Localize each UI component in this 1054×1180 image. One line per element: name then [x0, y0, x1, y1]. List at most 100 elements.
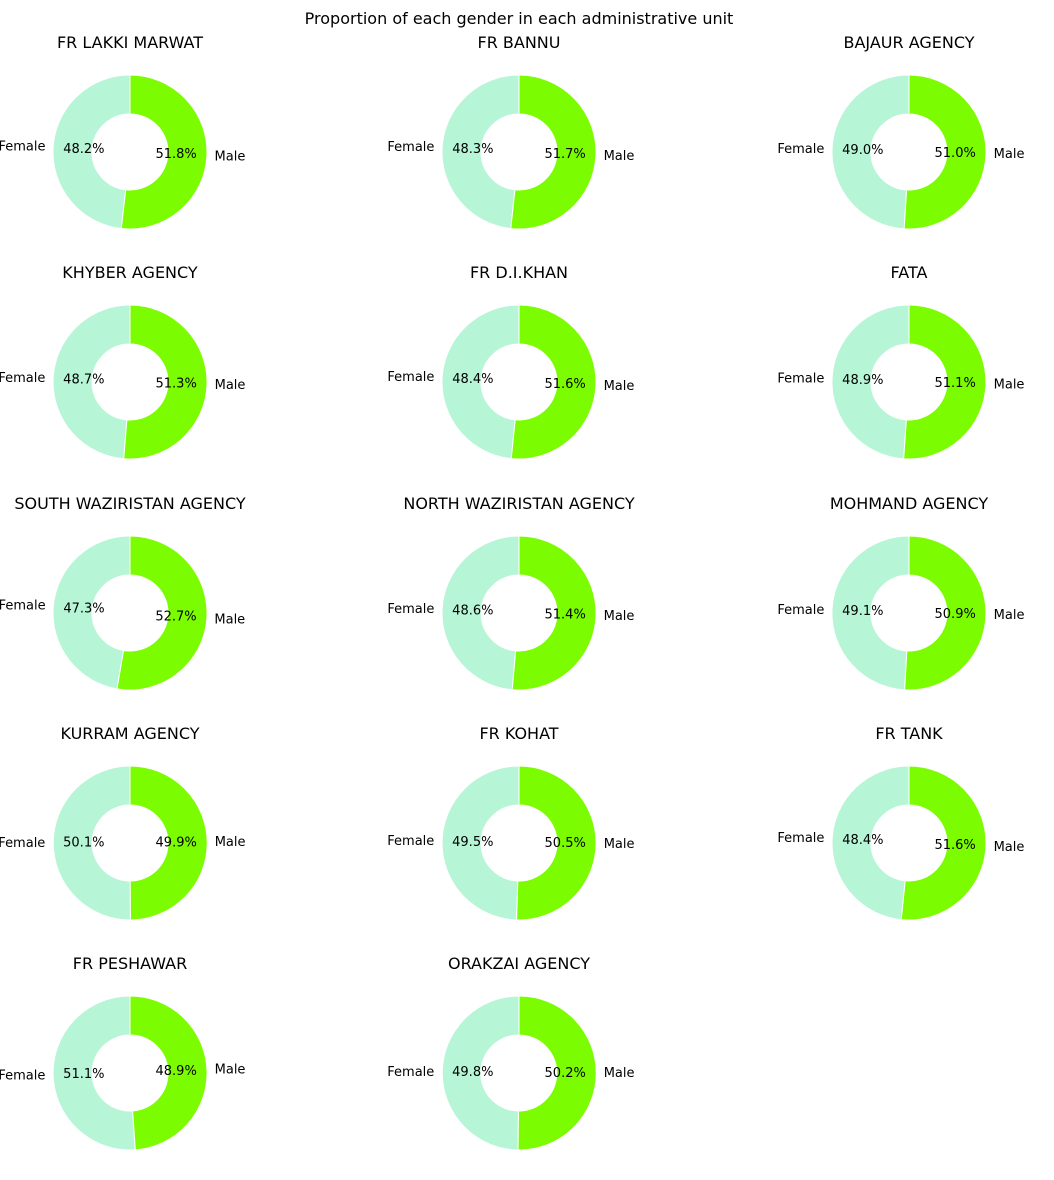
slice-label-female: Female [387, 370, 434, 385]
slice-male [510, 304, 597, 460]
slice-male [129, 995, 208, 1151]
slice-female [52, 74, 131, 230]
slice-female [441, 995, 520, 1151]
panel-north-waziristan-agency: NORTH WAZIRISTAN AGENCY Female 48.6% Male 51… [387, 494, 635, 691]
slice-male [903, 304, 987, 460]
slice-male [120, 74, 208, 230]
panel-title: FATA [891, 263, 928, 282]
panel-fr-d-i-khan: FR D.I.KHAN Female 48.4% Male 51.6% [387, 263, 635, 460]
slice-female [52, 304, 131, 460]
panel-title: NORTH WAZIRISTAN AGENCY [403, 494, 635, 513]
panels-container: FR LAKKI MARWAT Female 48.2% Male 51.8% FR BA… [0, 33, 1025, 1151]
slice-male [903, 74, 987, 230]
slice-label-male: Male [994, 377, 1025, 392]
pct-label-female: 49.1% [842, 604, 883, 619]
pct-label-male: 50.9% [935, 607, 976, 622]
pct-label-female: 48.6% [452, 603, 493, 618]
slice-label-female: Female [0, 598, 46, 613]
slice-label-male: Male [215, 378, 246, 393]
slice-male [129, 765, 208, 921]
panel-mohmand-agency: MOHMAND AGENCY Female 49.1% Male 50.9% [777, 494, 1025, 691]
slice-label-male: Male [604, 1066, 635, 1081]
slice-male [123, 304, 208, 460]
panel-title: BAJAUR AGENCY [843, 33, 974, 52]
slice-label-female: Female [0, 1068, 45, 1083]
pct-label-female: 48.2% [63, 142, 104, 157]
panel-fr-kohat: FR KOHAT Female 49.5% Male 50.5% [387, 724, 635, 921]
panel-fr-lakki-marwat: FR LAKKI MARWAT Female 48.2% Male 51.8% [0, 33, 246, 230]
slice-male [510, 74, 597, 230]
slice-male [511, 535, 597, 691]
pct-label-female: 49.8% [452, 1065, 493, 1080]
panel-south-waziristan-agency: SOUTH WAZIRISTAN AGENCY Female 47.3% Male 52… [0, 494, 246, 691]
slice-label-male: Male [215, 149, 246, 164]
panel-title: FR LAKKI MARWAT [57, 33, 203, 52]
slice-male [516, 765, 597, 921]
slice-label-male: Male [994, 608, 1025, 623]
pct-label-male: 51.3% [156, 376, 197, 391]
slice-label-female: Female [777, 831, 824, 846]
pct-label-female: 49.5% [452, 835, 493, 850]
slice-label-female: Female [387, 834, 434, 849]
pct-label-male: 51.6% [934, 838, 975, 853]
slice-female [441, 74, 520, 230]
slice-male [900, 765, 987, 921]
panel-title: FR KOHAT [479, 724, 558, 743]
slice-male [116, 535, 208, 691]
slice-label-female: Female [777, 372, 824, 387]
panel-fr-tank: FR TANK Female 48.4% Male 51.6% [777, 724, 1025, 921]
slice-label-male: Male [604, 379, 635, 394]
slice-female [52, 765, 131, 921]
panel-title: FR BANNU [478, 33, 561, 52]
pct-label-male: 51.7% [544, 147, 585, 162]
panel-title: KHYBER AGENCY [62, 263, 198, 282]
slice-label-male: Male [994, 840, 1025, 855]
slice-female [441, 535, 520, 691]
slice-label-male: Male [214, 613, 245, 628]
pct-label-female: 48.3% [452, 142, 493, 157]
panel-title: FR PESHAWAR [73, 954, 187, 973]
pct-label-male: 51.0% [935, 146, 976, 161]
slice-female [52, 535, 131, 690]
slice-male [904, 535, 987, 691]
slice-label-male: Male [215, 1063, 246, 1078]
chart-title: Proportion of each gender in each admini… [305, 9, 734, 28]
pct-label-male: 51.4% [545, 608, 586, 623]
slice-label-female: Female [0, 836, 45, 851]
pct-label-female: 48.4% [452, 372, 493, 387]
slice-female [831, 304, 910, 460]
pct-label-male: 50.5% [545, 836, 586, 851]
panel-title: SOUTH WAZIRISTAN AGENCY [14, 494, 245, 513]
slice-female [441, 304, 520, 460]
pct-label-female: 49.0% [842, 143, 883, 158]
pct-label-male: 50.2% [545, 1066, 586, 1081]
panel-khyber-agency: KHYBER AGENCY Female 48.7% Male 51.3% [0, 263, 246, 460]
pct-label-male: 48.9% [156, 1064, 197, 1079]
slice-label-female: Female [777, 142, 824, 157]
slice-label-female: Female [0, 140, 45, 155]
pct-label-male: 49.9% [156, 835, 197, 850]
pct-label-male: 52.7% [155, 609, 196, 624]
pct-label-female: 47.3% [63, 602, 104, 617]
slice-female [831, 74, 910, 230]
slice-label-male: Male [604, 609, 635, 624]
slice-female [441, 765, 520, 921]
panel-kurram-agency: KURRAM AGENCY Female 50.1% Male 49.9% [0, 724, 245, 921]
slice-label-female: Female [387, 140, 434, 155]
slice-label-female: Female [0, 371, 45, 386]
pct-label-male: 51.6% [544, 377, 585, 392]
slice-label-female: Female [777, 603, 824, 618]
slice-label-female: Female [387, 1065, 434, 1080]
slice-female [831, 765, 910, 921]
pct-label-male: 51.1% [935, 376, 976, 391]
pct-label-female: 48.9% [842, 373, 883, 388]
pct-label-male: 51.8% [155, 147, 196, 162]
panel-title: KURRAM AGENCY [61, 724, 200, 743]
panel-fr-bannu: FR BANNU Female 48.3% Male 51.7% [387, 33, 635, 230]
slice-male [517, 995, 597, 1151]
slice-female [831, 535, 910, 691]
slice-label-male: Male [604, 149, 635, 164]
slice-label-female: Female [387, 602, 434, 617]
slice-label-male: Male [604, 837, 635, 852]
